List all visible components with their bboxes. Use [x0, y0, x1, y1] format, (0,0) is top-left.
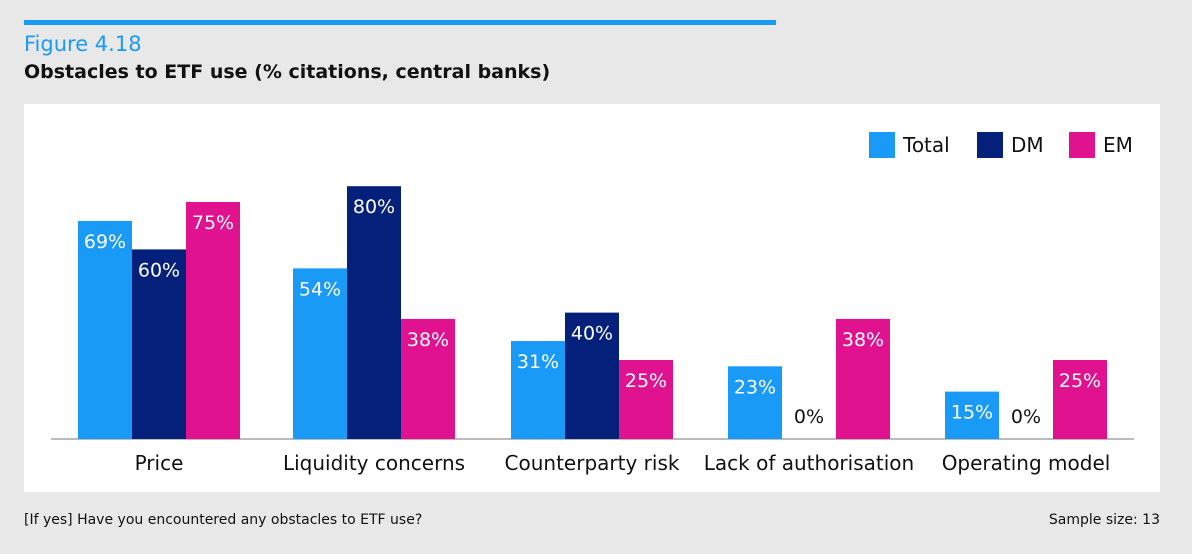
legend-label-em: EM [1103, 133, 1133, 157]
data-label-dm-2: 80% [353, 196, 395, 218]
category-label-5: Operating model [942, 451, 1111, 475]
category-label-1: Price [135, 451, 184, 475]
chart-panel: 69% 60% 75% Price 54% 80% 38% Liquidity concern… [24, 104, 1160, 492]
bar-dm-1 [132, 249, 186, 439]
data-label-dm-1: 60% [138, 259, 180, 281]
legend-swatch-em [1069, 132, 1095, 158]
legend-swatch-dm [977, 132, 1003, 158]
sample-size: Sample size: 13 [1048, 512, 1160, 528]
figure-title: Obstacles to ETF use (% citations, centr… [24, 61, 551, 83]
category-label-4: Lack of authorisation [704, 451, 914, 475]
data-label-total-1: 69% [84, 231, 126, 253]
data-label-total-5: 15% [951, 402, 993, 424]
legend-label-dm: DM [1011, 133, 1044, 157]
bar-em-5 [1053, 360, 1107, 439]
data-label-em-4: 38% [842, 329, 884, 351]
bar-chart: 69% 60% 75% Price 54% 80% 38% Liquidity concern… [51, 132, 1134, 475]
data-label-dm-5: 0% [1011, 406, 1041, 428]
accent-bar [24, 20, 776, 25]
category-label-2: Liquidity concerns [283, 451, 465, 475]
legend-swatch-total [869, 132, 895, 158]
bar-total-5 [945, 391, 999, 439]
data-label-total-3: 31% [517, 351, 559, 373]
data-label-dm-4: 0% [794, 406, 824, 428]
bar-total-3 [511, 341, 565, 439]
data-label-em-2: 38% [407, 329, 449, 351]
category-label-3: Counterparty risk [505, 451, 680, 475]
bar-total-1 [78, 220, 132, 439]
data-label-em-5: 25% [1059, 370, 1101, 392]
data-label-em-1: 75% [192, 212, 234, 234]
data-label-dm-3: 40% [571, 323, 613, 345]
data-label-total-2: 54% [299, 278, 341, 300]
bar-total-2 [293, 268, 347, 439]
bar-dm-3 [565, 312, 619, 439]
legend-label-total: Total [902, 133, 950, 157]
bar-em-2 [401, 318, 455, 439]
bar-total-4 [728, 366, 782, 439]
bar-em-3 [619, 360, 673, 439]
survey-question: [If yes] Have you encountered any obstac… [24, 512, 423, 528]
figure-label: Figure 4.18 [24, 32, 142, 56]
data-label-total-4: 23% [734, 376, 776, 398]
data-label-em-3: 25% [625, 370, 667, 392]
bar-em-4 [836, 318, 890, 439]
bar-dm-2 [347, 186, 401, 439]
bar-em-1 [186, 202, 240, 439]
